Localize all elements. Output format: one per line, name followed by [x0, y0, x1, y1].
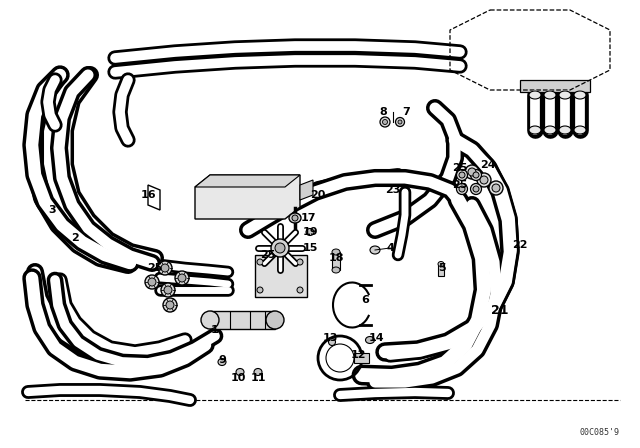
Text: 11: 11	[250, 373, 266, 383]
Ellipse shape	[544, 126, 556, 134]
Ellipse shape	[166, 301, 174, 309]
Ellipse shape	[297, 259, 303, 265]
Ellipse shape	[480, 176, 488, 184]
Text: 17: 17	[300, 213, 316, 223]
Bar	[354, 353, 369, 363]
Ellipse shape	[236, 369, 244, 375]
Ellipse shape	[544, 91, 556, 99]
Text: 19: 19	[302, 227, 318, 237]
Ellipse shape	[178, 274, 186, 282]
Text: 12: 12	[350, 350, 365, 360]
Ellipse shape	[574, 91, 586, 99]
Ellipse shape	[468, 168, 476, 176]
Text: 16: 16	[140, 190, 156, 200]
Ellipse shape	[470, 184, 481, 194]
Ellipse shape	[161, 283, 175, 297]
Ellipse shape	[158, 261, 172, 275]
Text: 13: 13	[323, 333, 338, 343]
Ellipse shape	[148, 278, 156, 286]
Ellipse shape	[175, 271, 189, 285]
Ellipse shape	[465, 165, 479, 179]
Text: 24: 24	[480, 160, 496, 170]
Text: 6: 6	[361, 295, 369, 305]
Ellipse shape	[257, 287, 263, 293]
Ellipse shape	[161, 264, 169, 272]
Text: 10: 10	[230, 373, 246, 383]
Text: 15: 15	[302, 243, 317, 253]
Bar	[210, 311, 275, 329]
Ellipse shape	[370, 246, 380, 254]
Ellipse shape	[254, 369, 262, 375]
Ellipse shape	[456, 169, 467, 181]
Text: 25: 25	[452, 180, 468, 190]
Text: 8: 8	[379, 107, 387, 117]
Text: 21: 21	[492, 303, 509, 316]
Ellipse shape	[477, 173, 491, 187]
Text: 1: 1	[211, 325, 219, 335]
Text: 25: 25	[452, 163, 468, 173]
Ellipse shape	[332, 249, 340, 255]
Ellipse shape	[306, 228, 314, 236]
Text: 22: 22	[512, 240, 528, 250]
Text: 00C085'9: 00C085'9	[580, 427, 620, 436]
Ellipse shape	[459, 186, 465, 192]
Ellipse shape	[328, 339, 335, 345]
Ellipse shape	[489, 181, 503, 195]
Polygon shape	[195, 175, 300, 219]
Ellipse shape	[275, 243, 285, 253]
Ellipse shape	[574, 126, 586, 134]
Ellipse shape	[163, 298, 177, 312]
Text: 9: 9	[218, 355, 226, 365]
Ellipse shape	[271, 239, 289, 257]
Ellipse shape	[164, 286, 172, 294]
Text: 14: 14	[368, 333, 384, 343]
Ellipse shape	[559, 91, 571, 99]
Ellipse shape	[470, 169, 481, 181]
Ellipse shape	[289, 213, 301, 223]
Ellipse shape	[257, 259, 263, 265]
Text: 7: 7	[402, 107, 410, 117]
Ellipse shape	[383, 120, 387, 125]
Bar	[520, 80, 590, 92]
Ellipse shape	[456, 184, 467, 194]
Ellipse shape	[398, 120, 402, 124]
Text: 18: 18	[328, 253, 344, 263]
Ellipse shape	[529, 126, 541, 134]
Ellipse shape	[201, 311, 219, 329]
Ellipse shape	[332, 267, 340, 273]
Text: 5: 5	[438, 263, 446, 273]
Bar	[255, 255, 307, 297]
Ellipse shape	[559, 126, 571, 134]
Ellipse shape	[459, 172, 465, 178]
Text: 25: 25	[147, 263, 163, 273]
Text: 20: 20	[310, 190, 326, 200]
Bar	[438, 264, 444, 276]
Ellipse shape	[438, 262, 444, 267]
Text: 4: 4	[386, 243, 394, 253]
Polygon shape	[300, 180, 313, 200]
Text: 23: 23	[385, 185, 401, 195]
Ellipse shape	[365, 336, 374, 344]
Ellipse shape	[473, 186, 479, 192]
Text: 25: 25	[260, 250, 276, 260]
Ellipse shape	[380, 117, 390, 127]
Ellipse shape	[473, 172, 479, 178]
Ellipse shape	[297, 287, 303, 293]
Ellipse shape	[396, 117, 404, 126]
Ellipse shape	[492, 184, 500, 192]
Ellipse shape	[266, 311, 284, 329]
Ellipse shape	[145, 275, 159, 289]
Text: 2: 2	[71, 233, 79, 243]
Ellipse shape	[292, 215, 298, 221]
Bar	[332, 252, 340, 270]
Ellipse shape	[529, 91, 541, 99]
Text: 3: 3	[48, 205, 56, 215]
Ellipse shape	[218, 358, 226, 366]
Polygon shape	[195, 175, 300, 187]
